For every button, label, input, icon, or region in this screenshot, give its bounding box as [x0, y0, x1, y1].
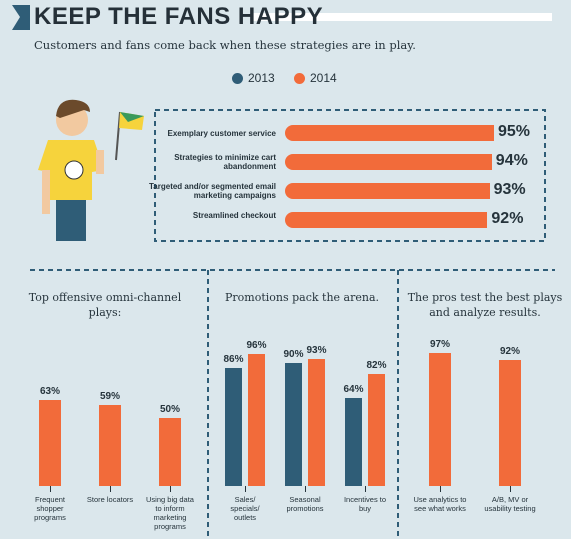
bar [248, 354, 265, 486]
chart-title: Promotions pack the arena. [224, 291, 380, 304]
baseline-marker [109, 486, 111, 492]
value-label: 50% [159, 403, 180, 415]
dashed-box [154, 109, 546, 242]
bar [285, 125, 494, 141]
player-illustration [38, 99, 144, 241]
baseline-marker [49, 486, 51, 492]
value-label: 94% [495, 152, 528, 169]
legend-dot [232, 73, 243, 84]
category-label: Seasonal promotions [286, 495, 324, 513]
value-label: 93% [306, 344, 327, 356]
value-label: 63% [39, 385, 60, 397]
category-label: Incentives to buy [343, 495, 387, 513]
title: KEEP THE FANS HAPPY [34, 3, 324, 30]
baseline-marker [364, 486, 366, 492]
baseline-marker [509, 486, 511, 492]
value-label: 92% [491, 210, 524, 227]
legend-label: 2014 [310, 71, 337, 85]
baseline-marker [304, 486, 306, 492]
value-label: 86% [223, 354, 244, 366]
bar [99, 405, 121, 486]
value-label: 82% [366, 359, 387, 371]
category-label: Strategies to minimize cart abandonment [174, 153, 276, 171]
bar [39, 399, 61, 486]
legend-label: 2013 [248, 71, 275, 85]
value-label: 93% [493, 181, 526, 198]
value-label: 64% [343, 384, 364, 396]
category-label: Exemplary customer service [167, 129, 276, 138]
bar [308, 358, 325, 486]
bar [345, 398, 362, 486]
category-label: Store locators [86, 495, 134, 504]
value-label: 96% [246, 340, 267, 352]
value-label: 59% [99, 391, 120, 403]
baseline-marker [439, 486, 441, 492]
category-label: Targeted and/or segmented email marketin… [149, 182, 276, 200]
chart-title: The pros test the best plays and analyze… [407, 291, 563, 319]
bar [285, 154, 492, 170]
bar [159, 417, 181, 486]
category-label: Sales/ specials/ outlets [230, 495, 260, 522]
bar [499, 359, 521, 486]
value-label: 97% [429, 339, 450, 351]
bar [285, 183, 490, 199]
legend-dot [294, 73, 305, 84]
subtitle: Customers and fans come back when these … [34, 38, 416, 52]
value-label: 92% [499, 345, 520, 357]
category-label: Streamlined checkout [192, 211, 276, 220]
bar [225, 368, 242, 486]
value-label: 95% [498, 123, 531, 140]
bar [285, 212, 488, 228]
category-label: Using big data to inform marketing progr… [146, 495, 194, 531]
baseline-marker [169, 486, 171, 492]
bar [368, 373, 385, 486]
chart-title: Top offensive omni-channel plays: [28, 291, 182, 319]
banner-flag [12, 5, 30, 30]
value-label: 90% [283, 348, 304, 360]
bar [285, 362, 302, 486]
category-label: Frequent shopper programs [34, 495, 66, 522]
category-label: Use analytics to see what works [413, 495, 467, 513]
baseline-marker [244, 486, 246, 492]
banner-strip [252, 13, 552, 21]
category-label: A/B, MV or usability testing [484, 495, 536, 513]
bar [429, 353, 451, 486]
